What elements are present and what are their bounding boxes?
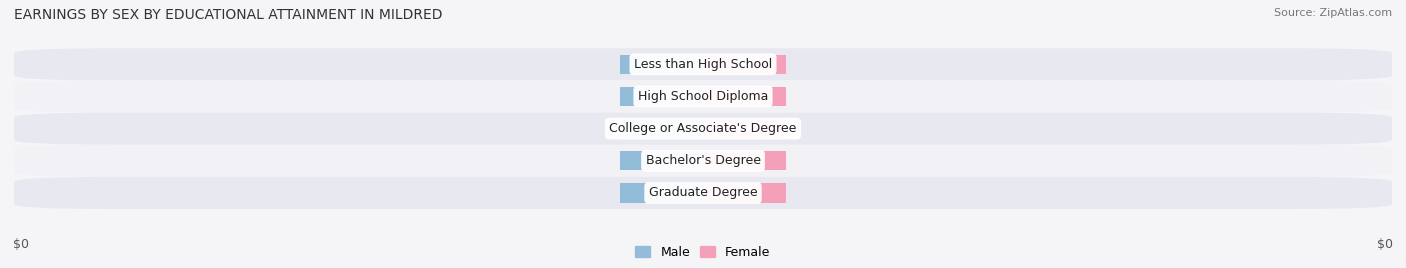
Text: $0: $0 <box>654 188 669 198</box>
Text: $0: $0 <box>654 124 669 134</box>
Text: Graduate Degree: Graduate Degree <box>648 187 758 199</box>
Text: $0: $0 <box>654 59 669 69</box>
Text: Less than High School: Less than High School <box>634 58 772 71</box>
FancyBboxPatch shape <box>14 80 1392 113</box>
Bar <box>620 151 703 170</box>
Bar <box>620 55 703 74</box>
Text: $0: $0 <box>737 59 752 69</box>
FancyBboxPatch shape <box>14 177 1392 209</box>
Bar <box>620 87 703 106</box>
FancyBboxPatch shape <box>14 145 1392 177</box>
Text: $0: $0 <box>654 156 669 166</box>
Bar <box>703 183 786 203</box>
Text: Bachelor's Degree: Bachelor's Degree <box>645 154 761 167</box>
Bar <box>703 119 786 138</box>
Text: $0: $0 <box>13 238 28 251</box>
Text: College or Associate's Degree: College or Associate's Degree <box>609 122 797 135</box>
Text: Source: ZipAtlas.com: Source: ZipAtlas.com <box>1274 8 1392 18</box>
Text: EARNINGS BY SEX BY EDUCATIONAL ATTAINMENT IN MILDRED: EARNINGS BY SEX BY EDUCATIONAL ATTAINMEN… <box>14 8 443 22</box>
Text: $0: $0 <box>737 124 752 134</box>
Bar <box>703 151 786 170</box>
Text: High School Diploma: High School Diploma <box>638 90 768 103</box>
Text: $0: $0 <box>737 91 752 102</box>
Text: $0: $0 <box>654 91 669 102</box>
Bar <box>703 55 786 74</box>
FancyBboxPatch shape <box>14 48 1392 80</box>
Bar <box>620 119 703 138</box>
Legend: Male, Female: Male, Female <box>630 241 776 264</box>
FancyBboxPatch shape <box>14 113 1392 145</box>
Bar <box>620 183 703 203</box>
Text: $0: $0 <box>1378 238 1393 251</box>
Text: $0: $0 <box>737 188 752 198</box>
Text: $0: $0 <box>737 156 752 166</box>
Bar <box>703 87 786 106</box>
